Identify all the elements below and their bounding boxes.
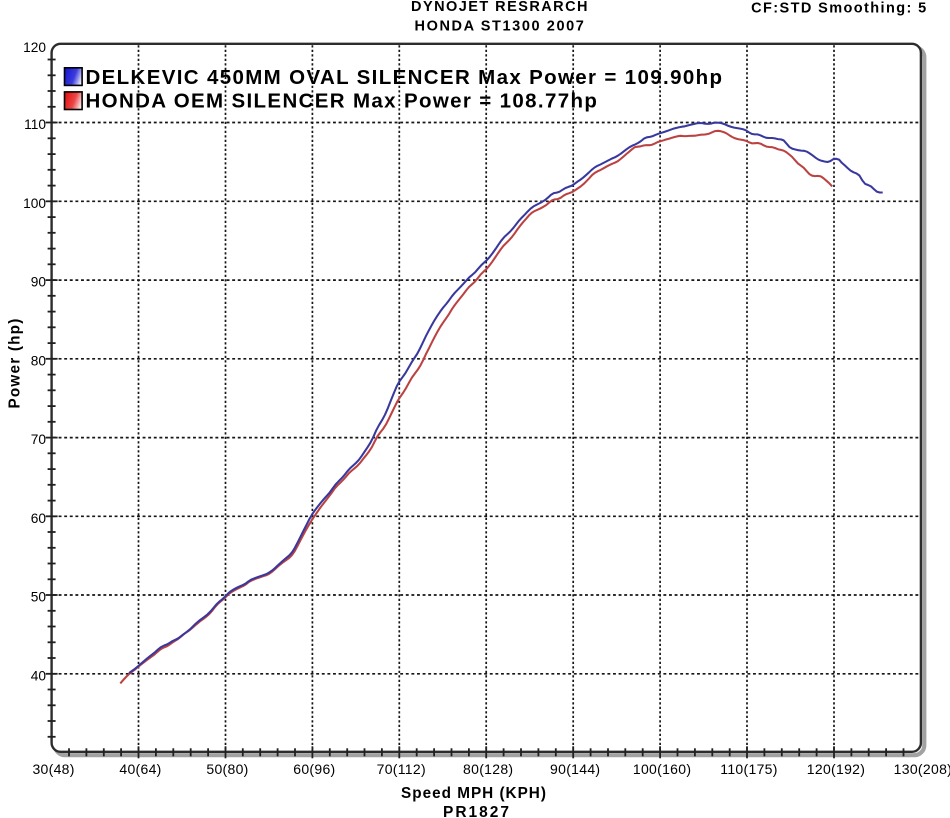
svg-text:CF:STD Smoothing: 5: CF:STD Smoothing: 5 <box>751 1 927 17</box>
svg-text:130(208): 130(208) <box>894 761 950 777</box>
svg-text:120: 120 <box>23 40 46 55</box>
svg-text:50(80): 50(80) <box>206 761 248 777</box>
svg-text:DYNOJET RESRARCH: DYNOJET RESRARCH <box>411 0 589 15</box>
svg-text:100(160): 100(160) <box>633 761 691 777</box>
svg-text:30(48): 30(48) <box>32 761 74 777</box>
svg-text:70: 70 <box>31 432 47 447</box>
svg-text:80(128): 80(128) <box>463 761 513 777</box>
svg-text:90: 90 <box>31 275 47 290</box>
svg-text:60: 60 <box>31 511 47 526</box>
svg-text:110(175): 110(175) <box>720 761 777 777</box>
svg-text:40(64): 40(64) <box>119 761 161 777</box>
svg-text:70(112): 70(112) <box>377 761 426 777</box>
svg-text:120(192): 120(192) <box>807 761 865 777</box>
svg-text:Speed MPH (KPH): Speed MPH (KPH) <box>401 785 547 802</box>
svg-text:HONDA OEM SILENCER Max Power =: HONDA OEM SILENCER Max Power = 108.77hp <box>86 90 599 113</box>
svg-text:PR1827: PR1827 <box>443 804 511 818</box>
svg-text:Power (hp): Power (hp) <box>7 317 24 408</box>
svg-text:HONDA ST1300 2007: HONDA ST1300 2007 <box>415 19 586 35</box>
svg-text:90(144): 90(144) <box>550 761 600 777</box>
svg-text:100: 100 <box>23 196 46 211</box>
svg-text:110: 110 <box>24 117 46 132</box>
svg-text:DELKEVIC 450MM OVAL SILENCER M: DELKEVIC 450MM OVAL SILENCER Max Power =… <box>86 66 724 89</box>
svg-text:60(96): 60(96) <box>293 761 335 777</box>
svg-text:50: 50 <box>31 590 47 605</box>
svg-text:40: 40 <box>31 668 47 683</box>
svg-text:80: 80 <box>31 353 47 368</box>
